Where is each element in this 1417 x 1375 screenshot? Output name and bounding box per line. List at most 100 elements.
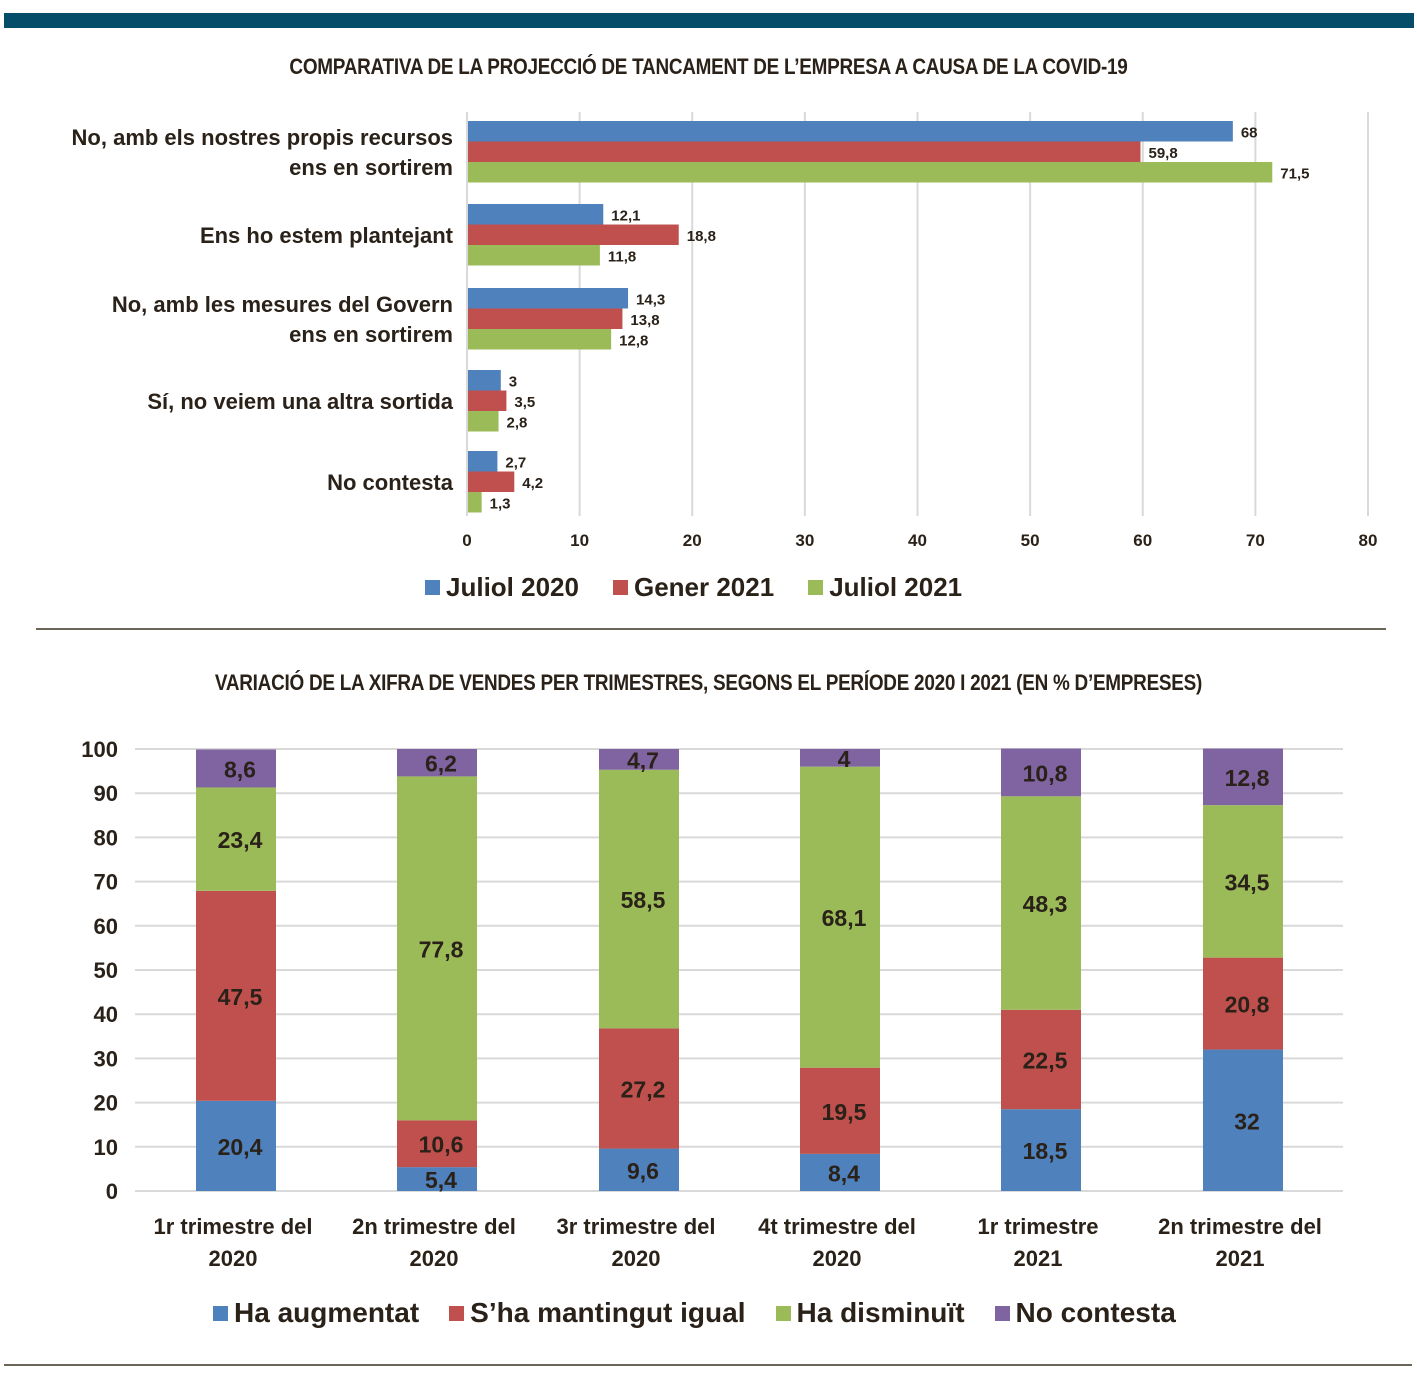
legend-swatch [994, 1305, 1010, 1321]
category-label: 2020 [410, 1246, 459, 1271]
category-label: ens en sortirem [289, 322, 453, 347]
data-label: 59,8 [1148, 145, 1177, 162]
category-label: 2020 [813, 1246, 862, 1271]
data-label: 14,3 [636, 291, 665, 308]
data-label: 23,4 [218, 827, 263, 853]
data-label: 12,8 [619, 332, 648, 349]
data-label: 6,2 [425, 751, 457, 777]
legend-swatch [425, 580, 440, 595]
chart1-legend: Juliol 2020 Gener 2021 Juliol 2021 [425, 572, 962, 603]
bar-segment [1001, 1009, 1081, 1110]
legend-item-gener-2021: Gener 2021 [612, 572, 775, 603]
bar [467, 121, 1233, 142]
bar-segment [599, 1028, 679, 1149]
x-tick-label: 40 [908, 531, 927, 550]
legend-label: No contesta [1015, 1297, 1176, 1328]
data-label: 48,3 [1023, 891, 1068, 917]
category-label: ens en sortirem [289, 155, 453, 180]
category-label: 2020 [612, 1246, 661, 1271]
category-label: Ens ho estem plantejant [200, 223, 454, 248]
data-label: 4,2 [522, 475, 543, 492]
data-label: 3,5 [514, 394, 535, 411]
data-label: 4 [838, 746, 851, 772]
bar [467, 451, 498, 472]
bar [467, 329, 612, 350]
x-tick-label: 80 [1359, 531, 1378, 550]
legend-label: Ha disminuït [796, 1297, 965, 1328]
category-label: 1r trimestre [977, 1214, 1098, 1239]
data-label: 11,8 [608, 248, 636, 265]
chart1-svg: 0 10 20 30 40 50 60 70 80 68 59,8 71,5 No, amb els n… [72, 112, 1378, 550]
x-tick-label: 60 [1133, 531, 1152, 550]
category-label: 2n trimestre del [352, 1214, 516, 1239]
category-label: No, amb les mesures del Govern [112, 292, 453, 317]
bar-segment [397, 1167, 477, 1191]
legend-label: Gener 2021 [633, 572, 775, 602]
bar-segment [1001, 796, 1081, 1010]
data-label: 2,7 [505, 454, 526, 471]
data-label: 27,2 [621, 1076, 666, 1102]
data-label: 13,8 [630, 312, 659, 329]
category-label: 2020 [209, 1246, 258, 1271]
data-label: 58,5 [621, 887, 666, 913]
y-tick-label: 50 [94, 958, 118, 983]
y-tick-label: 80 [94, 825, 118, 850]
data-label: 1,3 [490, 495, 511, 512]
legend-item-ha-disminuit: Ha disminuït [775, 1297, 965, 1329]
data-label: 18,8 [687, 228, 716, 245]
category-label: 1r trimestre del [154, 1214, 313, 1239]
x-tick-label: 70 [1246, 531, 1265, 550]
category-label: Sí, no veiem una altra sortida [147, 389, 453, 414]
data-label: 2,8 [507, 414, 528, 431]
legend-swatch [612, 580, 628, 595]
y-tick-label: 70 [94, 870, 118, 895]
bar [467, 224, 679, 245]
bar-segment [599, 1148, 679, 1191]
bar-segment [800, 1067, 880, 1154]
bar-segment [1203, 805, 1283, 958]
legend-label: Juliol 2021 [829, 572, 963, 602]
y-tick-label: 100 [81, 737, 118, 762]
data-label: 19,5 [822, 1099, 867, 1125]
x-tick-label: 0 [462, 531, 471, 550]
legend-label: Juliol 2020 [446, 572, 579, 602]
bar-segment [599, 749, 679, 770]
bar [467, 308, 623, 329]
category-label: 2021 [1014, 1246, 1063, 1271]
data-label: 8,4 [828, 1160, 860, 1186]
legend-swatch [775, 1305, 791, 1321]
bar-segment [800, 766, 880, 1068]
bar [467, 492, 482, 513]
bar-segment [196, 1100, 276, 1191]
data-label: 22,5 [1023, 1048, 1068, 1074]
data-label: 10,8 [1023, 760, 1068, 786]
legend-item-ha-augmentat: Ha augmentat [213, 1297, 419, 1329]
category-label: 3r trimestre del [557, 1214, 716, 1239]
bar-segment [1001, 748, 1081, 797]
y-tick-label: 30 [94, 1046, 118, 1071]
y-tick-label: 90 [94, 781, 118, 806]
y-tick-label: 0 [106, 1179, 118, 1204]
data-label: 8,6 [224, 756, 256, 782]
bar [467, 162, 1273, 183]
data-label: 32 [1234, 1108, 1260, 1134]
bar-segment [599, 769, 679, 1029]
bar-segment [397, 749, 477, 777]
y-tick-label: 60 [94, 914, 118, 939]
x-tick-label: 20 [683, 531, 702, 550]
bar [467, 204, 604, 225]
bar-segment [196, 787, 276, 891]
section-divider [36, 628, 1386, 630]
data-label: 12,1 [611, 207, 640, 224]
data-label: 20,8 [1225, 992, 1270, 1018]
legend-swatch [808, 580, 824, 595]
bottom-divider [4, 1364, 1412, 1366]
category-label: No, amb els nostres propis recursos [72, 125, 453, 150]
legend-label: Ha augmentat [234, 1297, 420, 1328]
chart2-legend: Ha augmentat S’ha mantingut igual Ha dis… [213, 1297, 1176, 1329]
chart1-title: COMPARATIVA DE LA PROJECCIÓ DE TANCAMENT… [289, 54, 1128, 79]
data-label: 68 [1241, 124, 1258, 141]
y-tick-label: 20 [94, 1091, 118, 1116]
header-bar [4, 13, 1414, 28]
data-label: 4,7 [627, 747, 659, 773]
